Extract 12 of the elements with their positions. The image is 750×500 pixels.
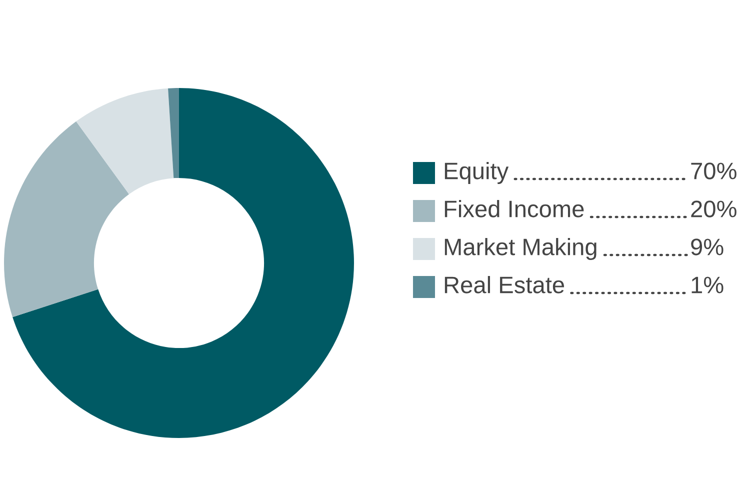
legend-label: Equity [444, 162, 509, 184]
donut-slice [4, 121, 130, 318]
donut-slice [76, 88, 174, 194]
legend-label: Market Making [444, 238, 596, 260]
data-label: 20% [691, 200, 736, 218]
legend-label: Real Estate [444, 276, 564, 294]
donut-slice [168, 88, 179, 178]
data-label: 1% [692, 276, 724, 294]
legend-label: Fixed Income [444, 200, 584, 218]
data-label: 9% [691, 238, 724, 256]
donut-slice [12, 88, 354, 438]
data-label: 70% [691, 162, 736, 180]
